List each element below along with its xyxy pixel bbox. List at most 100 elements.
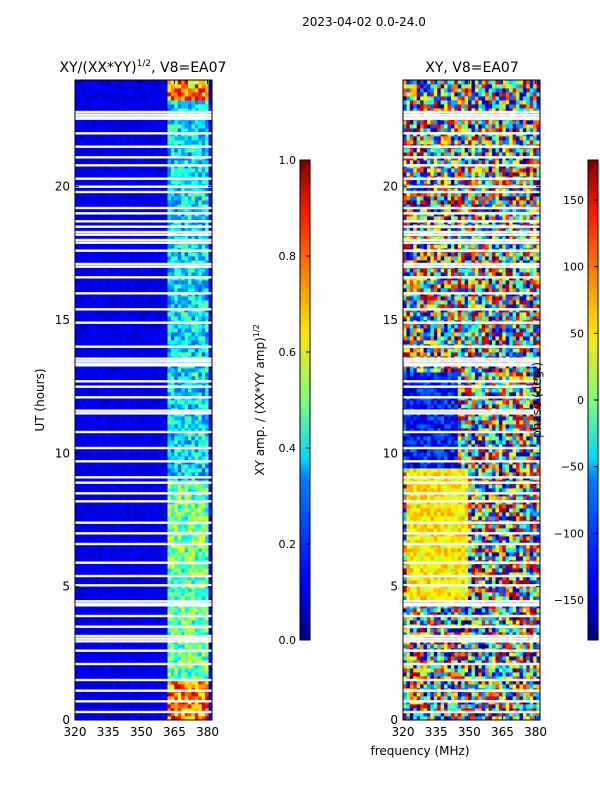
heatmap-cell [85, 608, 90, 613]
heatmap-cell [160, 548, 165, 553]
heatmap-cell [174, 632, 179, 637]
heatmap-cell [205, 616, 209, 621]
heatmap-cell [188, 576, 192, 581]
heatmap-cell [78, 548, 83, 553]
heatmap-cell [98, 620, 103, 625]
heatmap-cell [109, 572, 114, 577]
heatmap-cell [143, 588, 148, 593]
heatmap-cell [140, 548, 144, 553]
heatmap-cell [208, 668, 213, 673]
heatmap-cell [150, 488, 155, 493]
heatmap-cell [119, 256, 124, 261]
heatmap-cell [116, 580, 120, 585]
heatmap-cell [153, 304, 158, 309]
heatmap-cell [105, 496, 110, 501]
heatmap-cell [85, 428, 90, 433]
heatmap-cell [112, 496, 117, 501]
heatmap-cell [208, 644, 213, 649]
heatmap-cell [75, 340, 79, 345]
heatmap-cell [140, 236, 144, 241]
heatmap-cell [194, 304, 199, 309]
heatmap-cell [129, 456, 134, 461]
heatmap-cell [102, 336, 107, 341]
heatmap-cell [157, 372, 162, 377]
heatmap-cell [129, 444, 134, 449]
amplitude-panel-title: XY/(XX*YY)1/2, V8=EA07 [60, 59, 227, 76]
heatmap-cell [126, 708, 131, 713]
heatmap-cell [92, 452, 96, 457]
heatmap-cell [146, 252, 151, 257]
heatmap-cell [105, 708, 110, 713]
heatmap-cell [119, 260, 124, 265]
heatmap-cell [181, 576, 185, 581]
heatmap-cell [75, 552, 79, 557]
heatmap-cell [85, 368, 90, 373]
heatmap-cell [167, 388, 172, 393]
heatmap-cell [88, 416, 93, 421]
heatmap-cell [164, 704, 168, 709]
heatmap-cell [143, 512, 148, 517]
heatmap-cell [181, 676, 185, 681]
heatmap-cell [170, 300, 175, 305]
heatmap-cell [136, 404, 141, 409]
heatmap-cell [136, 372, 141, 377]
heatmap-cell [129, 660, 134, 665]
heatmap-cell [116, 424, 120, 429]
heatmap-cell [208, 424, 213, 429]
heatmap-cell [119, 676, 124, 681]
heatmap-cell [191, 712, 196, 717]
heatmap-cell [160, 664, 165, 669]
heatmap-cell [160, 392, 165, 397]
heatmap-cell [116, 464, 120, 469]
heatmap-cell [126, 504, 131, 509]
heatmap-cell [184, 312, 189, 317]
heatmap-cell [198, 404, 203, 409]
heatmap-cell [188, 420, 192, 425]
heatmap-cell [198, 268, 203, 273]
heatmap-cell [98, 332, 103, 337]
heatmap-cell [98, 464, 103, 469]
heatmap-cell [85, 416, 90, 421]
heatmap-cell [126, 712, 131, 717]
heatmap-cell [177, 284, 182, 289]
heatmap-cell [109, 236, 114, 241]
heatmap-cell [157, 596, 162, 601]
heatmap-cell [88, 668, 93, 673]
heatmap-cell [205, 456, 209, 461]
heatmap-cell [208, 268, 213, 273]
heatmap-cell [112, 468, 117, 473]
heatmap-cell [164, 568, 168, 573]
heatmap-cell [105, 260, 110, 265]
heatmap-cell [119, 348, 124, 353]
heatmap-cell [150, 484, 155, 489]
heatmap-cell [75, 400, 79, 405]
heatmap-cell [164, 288, 168, 293]
heatmap-cell [146, 664, 151, 669]
heatmap-cell [88, 536, 93, 541]
heatmap-cell [208, 388, 213, 393]
heatmap-cell [194, 256, 199, 261]
heatmap-cell [194, 512, 199, 517]
heatmap-cell [92, 632, 96, 637]
heatmap-cell [88, 528, 93, 533]
heatmap-cell [105, 484, 110, 489]
heatmap-cell [95, 552, 100, 557]
heatmap-cell [85, 568, 90, 573]
heatmap-cell [78, 504, 83, 509]
heatmap-cell [75, 548, 79, 553]
heatmap-cell [136, 660, 141, 665]
heatmap-cell [143, 712, 148, 717]
heatmap-cell [136, 540, 141, 545]
heatmap-cell [191, 592, 196, 597]
heatmap-cell [208, 452, 213, 457]
heatmap-cell [201, 612, 206, 617]
heatmap-cell [129, 712, 134, 717]
heatmap-cell [150, 708, 155, 713]
heatmap-cell [208, 656, 213, 661]
heatmap-cell [85, 464, 90, 469]
heatmap-cell [150, 336, 155, 341]
heatmap-cell [95, 608, 100, 613]
heatmap-cell [184, 680, 189, 685]
heatmap-cell [78, 268, 83, 273]
heatmap-cell [198, 696, 203, 701]
